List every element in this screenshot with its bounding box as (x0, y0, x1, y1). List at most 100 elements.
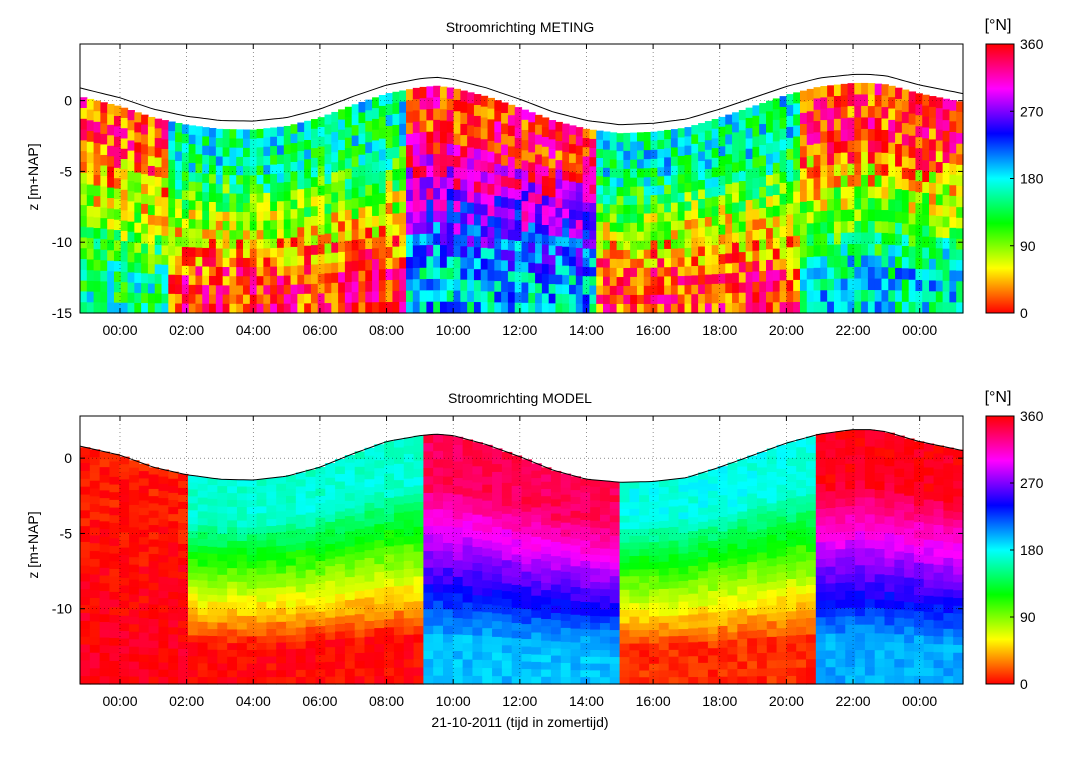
heatmap-cell (599, 582, 611, 590)
heatmap-cell (472, 619, 483, 629)
heatmap-cell (619, 542, 631, 551)
heatmap-cell (482, 508, 493, 518)
heatmap-cell (276, 191, 285, 202)
heatmap-cell (351, 187, 360, 199)
heatmap-cell (403, 593, 415, 603)
heatmap-cell (168, 577, 179, 586)
heatmap-cell (550, 591, 562, 600)
heatmap-cell (704, 121, 713, 132)
heatmap-cell (786, 203, 794, 216)
heatmap-cell (711, 119, 720, 130)
heatmap-cell (372, 162, 380, 174)
heatmap-cell (344, 178, 353, 190)
heatmap-cell (161, 284, 169, 295)
heatmap-cell (120, 292, 129, 304)
heatmap-cell (364, 676, 375, 685)
heatmap-cell (796, 651, 807, 661)
heatmap-cell (847, 152, 855, 165)
heatmap-cell (678, 635, 689, 644)
heatmap-cell (825, 533, 837, 543)
heatmap-cell (603, 222, 611, 232)
heatmap-cell (759, 166, 767, 178)
heatmap-cell (657, 221, 665, 232)
heatmap-cell (134, 272, 142, 284)
heatmap-cell (188, 294, 197, 305)
heatmap-cell (443, 592, 454, 602)
heatmap-cell (806, 444, 817, 454)
heatmap-cell (560, 557, 572, 566)
heatmap-cell (141, 263, 149, 274)
heatmap-cell (472, 675, 483, 685)
heatmap-cell (759, 229, 767, 241)
heatmap-cell (521, 466, 532, 475)
heatmap-cell (772, 270, 781, 282)
heatmap-cell (446, 98, 455, 111)
heatmap-cell (599, 514, 611, 523)
heatmap-cell (227, 636, 238, 644)
heatmap-cell (521, 571, 532, 580)
heatmap-cell (175, 179, 183, 191)
heatmap-cell (727, 477, 738, 486)
heatmap-cell (531, 588, 542, 597)
heatmap-cell (453, 268, 461, 280)
heatmap-cell (833, 210, 842, 223)
heatmap-cell (643, 276, 652, 287)
heatmap-cell (649, 582, 660, 591)
heatmap-cell (195, 182, 203, 193)
heatmap-cell (629, 515, 640, 523)
heatmap-cell (494, 270, 502, 282)
heatmap-cell (80, 534, 91, 543)
heatmap-cell (138, 478, 150, 487)
heatmap-cell (161, 235, 169, 247)
heatmap-cell (243, 248, 251, 259)
heatmap-cell (732, 292, 740, 304)
heatmap-cell (550, 513, 562, 522)
heatmap-cell (840, 95, 849, 108)
heatmap-cell (181, 228, 190, 239)
heatmap-cell (227, 670, 238, 678)
heatmap-cell (472, 490, 483, 500)
heatmap-cell (840, 244, 849, 257)
heatmap-cell (158, 512, 169, 521)
heatmap-cell (711, 167, 720, 178)
heatmap-cell (406, 100, 414, 113)
heatmap-cell (786, 506, 797, 516)
heatmap-cell (460, 224, 468, 236)
heatmap-cell (462, 520, 474, 530)
heatmap-cell (796, 504, 807, 514)
heatmap-cell (263, 257, 271, 268)
heatmap-cell (480, 215, 489, 227)
heatmap-cell (609, 267, 618, 278)
heatmap-cell (511, 531, 523, 540)
heatmap-cell (433, 525, 444, 535)
heatmap-cell (629, 569, 640, 577)
heatmap-cell (806, 667, 817, 677)
heatmap-cell (181, 218, 190, 229)
heatmap-cell (501, 529, 513, 538)
heatmap-cell (325, 536, 336, 545)
heatmap-cell (688, 538, 699, 546)
heatmap-cell (820, 278, 828, 291)
heatmap-cell (315, 539, 326, 548)
heatmap-cell (119, 524, 130, 534)
heatmap-cell (276, 642, 287, 651)
heatmap-cell (443, 584, 454, 594)
heatmap-cell (799, 123, 808, 136)
heatmap-cell (639, 508, 650, 517)
heatmap-cell (677, 165, 686, 176)
heatmap-cell (929, 117, 937, 130)
heatmap-cell (658, 500, 670, 509)
heatmap-cell (305, 605, 317, 614)
heatmap-cell (707, 619, 719, 628)
heatmap-cell (756, 668, 768, 677)
heatmap-cell (134, 222, 142, 234)
heatmap-cell (759, 197, 767, 209)
heatmap-cell (344, 607, 356, 616)
heatmap-cell (820, 301, 828, 314)
heatmap-cell (732, 242, 740, 254)
heatmap-cell (364, 534, 375, 543)
heatmap-cell (619, 583, 631, 591)
heatmap-cell (168, 584, 179, 593)
heatmap-cell (365, 184, 373, 197)
heatmap-cell (888, 267, 896, 280)
